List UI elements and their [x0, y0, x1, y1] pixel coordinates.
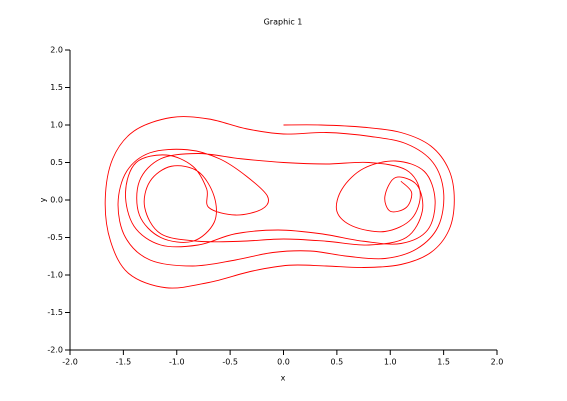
- y-tick-label: 2.0: [50, 46, 63, 55]
- x-tick-label: 2.0: [491, 358, 504, 367]
- trajectory-line: [104, 116, 455, 289]
- y-tick-label: 1.0: [50, 121, 63, 130]
- x-tick-label: 0.5: [331, 358, 344, 367]
- x-tick-label: -2.0: [62, 358, 78, 367]
- y-tick-label: 1.5: [50, 83, 63, 92]
- x-tick-label: -1.0: [169, 358, 185, 367]
- x-tick-label: -1.5: [116, 358, 132, 367]
- chart-title: Graphic 1: [264, 18, 303, 27]
- x-tick-label: 0.0: [277, 358, 290, 367]
- y-tick-label: -1.0: [47, 271, 63, 280]
- y-tick-label: 0.0: [50, 196, 63, 205]
- x-tick-label: 1.5: [437, 358, 450, 367]
- x-axis-label: x: [281, 374, 286, 383]
- x-tick-label: 1.0: [384, 358, 397, 367]
- y-tick-label: -1.5: [47, 308, 63, 317]
- y-tick-label: 0.5: [50, 158, 63, 167]
- y-tick-label: -0.5: [47, 233, 63, 242]
- x-tick-label: -0.5: [222, 358, 238, 367]
- y-axis-label: y: [39, 197, 48, 202]
- y-tick-label: -2.0: [47, 346, 63, 355]
